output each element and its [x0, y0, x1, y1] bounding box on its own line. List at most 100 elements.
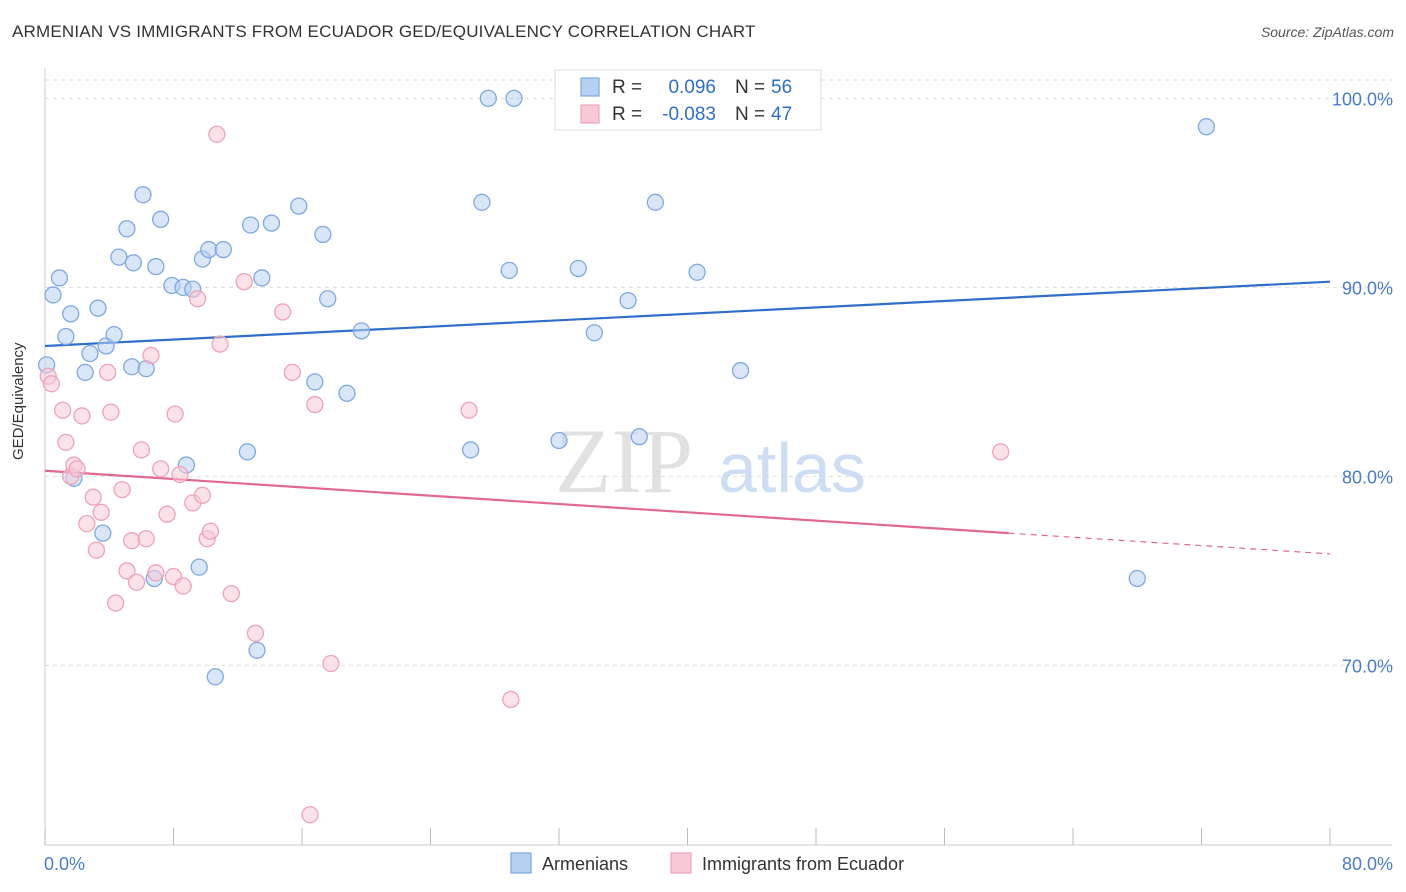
- point-series-0: [1128, 569, 1146, 588]
- point-series-1: [222, 584, 240, 603]
- point-series-1: [102, 403, 120, 421]
- trend-line-series-1: [44, 469, 1009, 535]
- tick-labels: 70.0% 80.0% 90.0% 100.0% 0.0% 80.0%: [44, 89, 1393, 874]
- point-series-0: [619, 291, 637, 310]
- point-series-0: [505, 89, 523, 108]
- source-label: Source: ZipAtlas.com: [1260, 24, 1394, 40]
- point-series-1: [246, 624, 265, 642]
- point-series-1: [460, 401, 478, 419]
- y-tick-label: 80.0%: [1342, 467, 1393, 487]
- x-tick-label: 0.0%: [44, 854, 85, 874]
- point-series-0: [123, 358, 141, 376]
- point-series-0: [94, 524, 112, 542]
- point-series-0: [290, 197, 308, 215]
- point-series-1: [107, 594, 125, 612]
- stats-n-label: N =: [735, 77, 765, 98]
- point-series-0: [62, 305, 80, 323]
- stats-r-value: 0.096: [668, 77, 716, 98]
- chart-title: ARMENIAN VS IMMIGRANTS FROM ECUADOR GED/…: [12, 22, 756, 41]
- axes: [44, 68, 1392, 846]
- stats-r-label: R =: [612, 104, 642, 125]
- point-series-0: [89, 299, 107, 317]
- point-series-0: [688, 263, 706, 281]
- point-series-0: [248, 641, 266, 659]
- point-series-0: [44, 286, 62, 304]
- point-series-1: [123, 532, 141, 550]
- point-series-0: [200, 240, 218, 259]
- point-series-0: [190, 558, 208, 576]
- stats-n-value: 56: [771, 77, 792, 98]
- trend-line-series-0: [44, 280, 1331, 348]
- point-series-1: [132, 441, 151, 459]
- trend-line-dashed-series-1: [1008, 532, 1331, 555]
- point-series-0: [314, 225, 332, 244]
- point-series-0: [110, 248, 128, 266]
- point-series-0: [569, 259, 587, 278]
- point-series-0: [81, 344, 99, 363]
- point-series-1: [118, 562, 136, 580]
- point-series-0: [50, 269, 69, 287]
- point-series-1: [78, 515, 96, 533]
- point-series-1: [54, 401, 72, 419]
- point-series-1: [502, 690, 520, 709]
- point-series-1: [211, 335, 229, 353]
- point-series-1: [137, 530, 155, 548]
- point-series-0: [479, 89, 497, 108]
- point-series-1: [147, 564, 165, 582]
- y-tick-label: 100.0%: [1332, 89, 1393, 109]
- point-series-1: [166, 405, 184, 423]
- point-series-0: [262, 214, 281, 232]
- point-series-0: [338, 384, 356, 402]
- point-series-1: [188, 290, 207, 308]
- point-series-1: [301, 806, 319, 824]
- point-series-1: [274, 303, 292, 321]
- point-series-0: [319, 290, 337, 308]
- stats-swatch-series-1: [580, 104, 600, 124]
- x-tick-label: 80.0%: [1342, 854, 1393, 874]
- point-series-1: [92, 503, 110, 521]
- point-series-0: [214, 240, 232, 259]
- y-tick-label: 70.0%: [1342, 656, 1393, 676]
- point-series-1: [208, 125, 226, 143]
- point-series-0: [462, 441, 480, 459]
- data-points: [37, 89, 1215, 824]
- point-series-1: [235, 273, 253, 291]
- stats-box: R = 0.096 N = 56 R = -0.083 N = 47: [554, 69, 822, 131]
- point-series-1: [57, 433, 75, 452]
- watermark-atlas: atlas: [718, 429, 866, 507]
- point-series-1: [193, 486, 212, 504]
- point-series-0: [76, 363, 94, 382]
- legend-swatch-series-0: [510, 852, 532, 874]
- point-series-1: [42, 375, 61, 393]
- point-series-1: [113, 480, 131, 499]
- trend-lines: [44, 280, 1331, 555]
- y-tick-label: 90.0%: [1342, 278, 1393, 298]
- point-series-0: [731, 361, 750, 380]
- stats-r-label: R =: [612, 77, 642, 98]
- point-series-1: [283, 363, 302, 382]
- point-series-1: [73, 407, 91, 425]
- point-series-0: [105, 325, 123, 344]
- stats-r-value: -0.083: [662, 104, 716, 125]
- point-series-1: [142, 346, 160, 365]
- point-series-1: [158, 505, 176, 523]
- point-series-0: [306, 373, 324, 391]
- watermark-zip: ZIP: [555, 410, 693, 512]
- point-series-0: [585, 324, 603, 342]
- legend-label-series-1: Immigrants from Ecuador: [702, 854, 904, 874]
- legend-swatch-series-1: [670, 852, 692, 874]
- point-series-1: [84, 488, 102, 506]
- stats-n-value: 47: [771, 104, 792, 125]
- point-series-1: [992, 443, 1010, 461]
- point-series-1: [127, 573, 146, 591]
- point-series-1: [68, 460, 86, 478]
- point-series-0: [241, 216, 260, 234]
- point-series-0: [134, 186, 152, 204]
- point-series-0: [57, 327, 75, 346]
- point-series-1: [171, 465, 189, 484]
- point-series-0: [646, 193, 665, 211]
- point-series-1: [306, 395, 324, 414]
- stats-swatch-series-0: [580, 77, 600, 97]
- legend: Armenians Immigrants from Ecuador: [510, 852, 904, 874]
